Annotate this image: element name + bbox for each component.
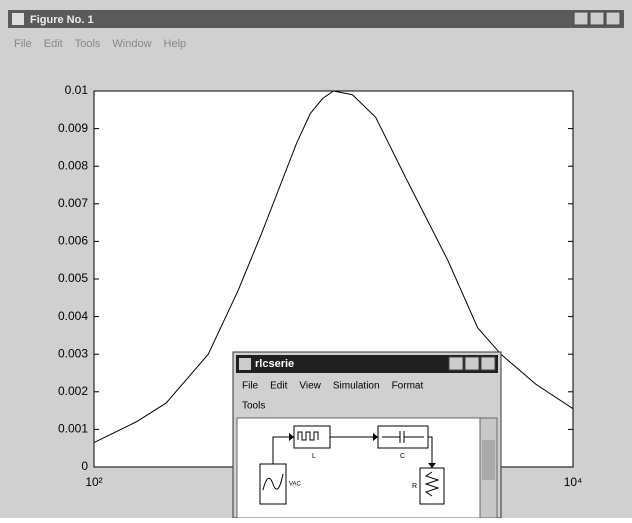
simulink-maximize[interactable] <box>465 357 479 370</box>
menu-item[interactable]: File <box>14 38 32 50</box>
menu-item[interactable]: View <box>299 381 321 392</box>
menu-item[interactable]: File <box>242 381 259 392</box>
minimize-button[interactable] <box>574 12 588 25</box>
inductor-block[interactable] <box>294 426 330 448</box>
y-tick-label: 0.01 <box>65 83 89 97</box>
menu-item[interactable]: Format <box>392 381 424 392</box>
simulink-title: rlcserie <box>255 358 294 370</box>
window-icon <box>12 13 24 25</box>
y-tick-label: 0.007 <box>58 196 88 210</box>
x-tick-label: 10⁴ <box>564 475 583 489</box>
simulink-window: rlcserie File Edit View Simulation Format Too… <box>233 352 501 518</box>
menu-item[interactable]: Window <box>112 38 151 50</box>
x-tick-label: 10² <box>85 475 102 489</box>
y-tick-label: 0.009 <box>58 121 88 135</box>
capacitor-label: C <box>400 453 405 460</box>
simulink-minimize[interactable] <box>449 357 463 370</box>
menu-item[interactable]: Tools <box>242 401 265 412</box>
scroll-thumb[interactable] <box>482 440 495 480</box>
menu-item[interactable]: Edit <box>270 381 287 392</box>
simulink-close[interactable] <box>481 357 495 370</box>
resistor-label: R <box>412 483 417 490</box>
y-tick-label: 0.008 <box>58 158 88 172</box>
y-tick-label: 0.003 <box>58 346 88 360</box>
y-tick-label: 0.004 <box>58 309 88 323</box>
window-title: Figure No. 1 <box>30 14 94 26</box>
menu-item[interactable]: Tools <box>75 38 101 50</box>
menu-item[interactable]: Simulation <box>333 381 380 392</box>
menu-item[interactable]: Edit <box>44 38 63 50</box>
screen: Figure No. 1 File Edit Tools Window Help 0 0.… <box>0 0 632 518</box>
page: Figure No. 1 File Edit Tools Window Help 0 0.… <box>0 0 632 523</box>
y-tick-label: 0 <box>81 459 88 473</box>
menu-item[interactable]: Help <box>164 38 187 50</box>
title-bar <box>8 10 624 28</box>
inductor-label: L <box>312 453 316 460</box>
y-tick-label: 0.005 <box>58 271 88 285</box>
close-button[interactable] <box>606 12 620 25</box>
y-tick-label: 0.001 <box>58 422 88 436</box>
y-tick-label: 0.006 <box>58 234 88 248</box>
source-label: VAC <box>289 482 302 488</box>
simulink-icon <box>239 358 251 370</box>
maximize-button[interactable] <box>590 12 604 25</box>
y-tick-label: 0.002 <box>58 384 88 398</box>
